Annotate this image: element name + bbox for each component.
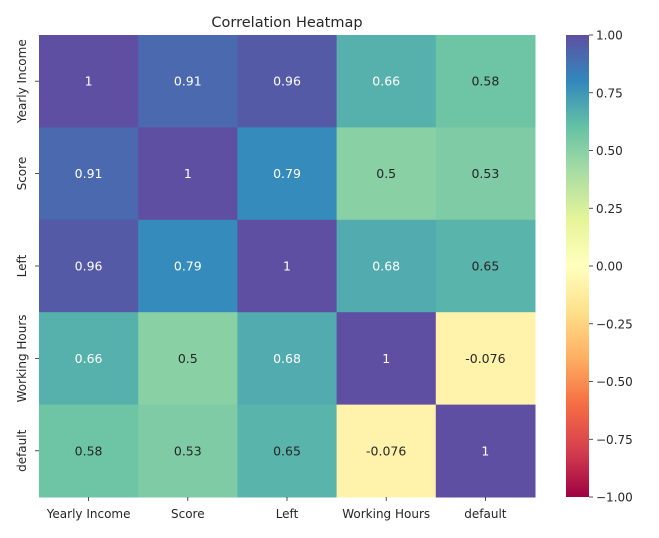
colorbar: 1.00 0.75 0.50 0.25 0.00 −0.25 −0.50 −0.75 −1.00: [566, 29, 633, 505]
y-tick-label: Left: [15, 254, 29, 277]
y-tick-label: Score: [15, 157, 29, 191]
x-tick-label: Score: [171, 507, 205, 521]
heatmap-cell: [336, 404, 437, 498]
heatmap-cell: [237, 404, 338, 498]
cell-annotation: 0.58: [471, 74, 499, 89]
cell-annotation: 0.53: [174, 443, 202, 458]
cell-annotation: 1: [283, 259, 291, 274]
cell-annotation: 1: [382, 351, 390, 366]
cell-annotation: 0.65: [471, 259, 499, 274]
heatmap-cell: [237, 312, 338, 406]
x-tick-label: default: [464, 507, 507, 521]
heatmap-cells: 1 0.91 0.96 0.66 0.58 0.91 1 0.79 0.5 0.53 0.96 0.7…: [39, 35, 536, 498]
heatmap-cell: [39, 35, 139, 128]
heatmap-cell: [138, 127, 238, 221]
cell-annotation: 0.5: [376, 166, 396, 181]
heatmap-cell: [237, 127, 338, 221]
cell-annotation: 0.53: [471, 166, 499, 181]
heatmap-cell: [336, 312, 437, 406]
heatmap-cell: [336, 35, 437, 128]
colorbar-tick-label: 0.75: [596, 86, 623, 100]
heatmap-cell: [336, 127, 437, 221]
x-tick-label: Left: [276, 507, 299, 521]
heatmap-cell: [138, 312, 238, 406]
colorbar-tick-label: 0.25: [596, 202, 623, 216]
cell-annotation: 0.65: [273, 443, 301, 458]
heatmap-cell: [336, 219, 437, 313]
heatmap-cell: [435, 127, 536, 221]
cell-annotation: 0.79: [273, 166, 301, 181]
x-axis-tick-labels: Yearly Income Score Left Working Hours defau…: [46, 497, 507, 521]
cell-annotation: 0.91: [75, 166, 103, 181]
cell-annotation: 1: [85, 74, 93, 89]
heatmap-cell: [237, 219, 338, 313]
cell-annotation: 0.68: [273, 351, 301, 366]
heatmap-cell: [39, 219, 139, 313]
y-axis-tick-labels: Yearly Income Score Left Working Hours defau…: [15, 39, 39, 472]
colorbar-tick-label: −1.00: [596, 491, 633, 505]
cell-annotation: 0.66: [372, 74, 400, 89]
x-tick-label: Yearly Income: [46, 507, 131, 521]
cell-annotation: 0.58: [75, 443, 103, 458]
y-tick-label: default: [15, 429, 29, 472]
colorbar-tick-label: 0.50: [596, 144, 623, 158]
heatmap-cell: [138, 35, 238, 128]
colorbar-tick-label: −0.50: [596, 375, 633, 389]
heatmap-cell: [435, 35, 536, 128]
cell-annotation: 0.66: [75, 351, 103, 366]
heatmap-cell: [39, 404, 139, 498]
cell-annotation: 0.5: [178, 351, 198, 366]
cell-annotation: 1: [481, 443, 489, 458]
heatmap-cell: [138, 219, 238, 313]
x-tick-label: Working Hours: [342, 507, 430, 521]
cell-annotation: 0.68: [372, 259, 400, 274]
cell-annotation: 0.96: [75, 259, 103, 274]
cell-annotation: -0.076: [465, 351, 505, 366]
cell-annotation: 1: [184, 166, 192, 181]
chart-title: Correlation Heatmap: [211, 15, 362, 31]
cell-annotation: 0.91: [174, 74, 202, 89]
cell-annotation: 0.96: [273, 74, 301, 89]
colorbar-tick-label: 0.00: [596, 260, 623, 274]
heatmap-cell: [39, 312, 139, 406]
heatmap-cell: [138, 404, 238, 498]
heatmap-cell: [237, 35, 338, 128]
colorbar-gradient: [566, 35, 589, 497]
heatmap-cell: [435, 312, 536, 406]
y-tick-label: Working Hours: [15, 314, 29, 402]
colorbar-ticks: 1.00 0.75 0.50 0.25 0.00 −0.25 −0.50 −0.75 −1.00: [589, 29, 633, 505]
colorbar-tick-label: 1.00: [596, 29, 623, 43]
y-tick-label: Yearly Income: [15, 39, 29, 124]
heatmap-cell: [435, 219, 536, 313]
heatmap-cell: [39, 127, 139, 221]
cell-annotation: -0.076: [366, 443, 406, 458]
heatmap-cell: [435, 404, 536, 498]
cell-annotation: 0.79: [174, 259, 202, 274]
colorbar-tick-label: −0.25: [596, 317, 633, 331]
colorbar-tick-label: −0.75: [596, 433, 633, 447]
